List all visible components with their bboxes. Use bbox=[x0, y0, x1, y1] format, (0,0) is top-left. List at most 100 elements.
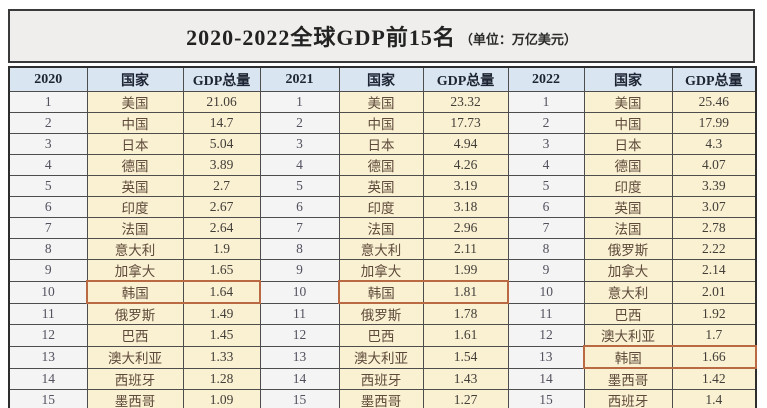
rank-cell-2022: 15 bbox=[507, 389, 585, 408]
gdp-cell-2021: 2.11 bbox=[422, 238, 509, 260]
rank-cell-2020: 6 bbox=[8, 196, 88, 218]
rank-cell-2021: 13 bbox=[259, 345, 340, 369]
rank-cell-2020: 2 bbox=[8, 112, 88, 134]
gdp-cell-2020: 14.7 bbox=[182, 112, 261, 134]
gdp-cell-2021: 17.73 bbox=[422, 112, 509, 134]
country-cell-2021: 法国 bbox=[338, 217, 424, 239]
country-cell-2020: 墨西哥 bbox=[86, 389, 184, 408]
gdp-cell-2021: 3.18 bbox=[422, 196, 509, 218]
header-year-2020: 2020 bbox=[8, 66, 88, 92]
gdp-cell-2020: 2.67 bbox=[182, 196, 261, 218]
country-cell-2022: 中国 bbox=[583, 112, 673, 134]
country-cell-2020: 法国 bbox=[86, 217, 184, 239]
gdp-cell-2020: 5.04 bbox=[182, 133, 261, 155]
gdp-cell-2021: 3.19 bbox=[422, 175, 509, 197]
rank-cell-2020: 1 bbox=[8, 91, 88, 113]
gdp-cell-2021: 4.94 bbox=[422, 133, 509, 155]
country-cell-2020: 意大利 bbox=[86, 238, 184, 260]
country-cell-2022: 俄罗斯 bbox=[583, 238, 673, 260]
table-row: 9 加拿大 1.65 9 加拿大 1.99 9 加拿大 2.14 bbox=[8, 259, 757, 282]
gdp-cell-2020: 1.09 bbox=[182, 389, 261, 408]
gdp-cell-2022: 17.99 bbox=[671, 112, 757, 134]
gdp-cell-2021: 23.32 bbox=[422, 91, 509, 113]
table-row: 10 韩国 1.64 10 韩国 1.81 10 意大利 2.01 bbox=[8, 280, 757, 304]
table-title-box: 2020-2022全球GDP前15名 （单位：万亿美元） bbox=[8, 9, 755, 63]
country-cell-2022: 西班牙 bbox=[583, 389, 673, 408]
table-title: 2020-2022全球GDP前15名 bbox=[186, 25, 456, 50]
gdp-cell-2022: 3.07 bbox=[671, 196, 757, 218]
table-row: 1 美国 21.06 1 美国 23.32 1 美国 25.46 bbox=[8, 91, 757, 113]
country-cell-2020: 英国 bbox=[86, 175, 184, 197]
country-cell-2020: 德国 bbox=[86, 154, 184, 176]
rank-cell-2022: 10 bbox=[507, 280, 585, 304]
country-cell-2020: 加拿大 bbox=[86, 259, 184, 282]
gdp-cell-2022: 3.39 bbox=[671, 175, 757, 197]
rank-cell-2022: 4 bbox=[507, 154, 585, 176]
rank-cell-2022: 11 bbox=[507, 302, 585, 325]
rank-cell-2022: 9 bbox=[507, 259, 585, 282]
rank-cell-2020: 10 bbox=[8, 280, 88, 304]
rank-cell-2020: 15 bbox=[8, 389, 88, 408]
table-row: 4 德国 3.89 4 德国 4.26 4 德国 4.07 bbox=[8, 154, 757, 176]
country-cell-2021: 巴西 bbox=[338, 324, 424, 347]
rank-cell-2020: 8 bbox=[8, 238, 88, 260]
rank-cell-2021: 10 bbox=[259, 280, 340, 304]
country-cell-2021: 中国 bbox=[338, 112, 424, 134]
country-cell-2020: 澳大利亚 bbox=[86, 345, 184, 369]
rank-cell-2022: 8 bbox=[507, 238, 585, 260]
gdp-cell-2020: 1.64 bbox=[182, 280, 261, 304]
table-unit-label: （单位：万亿美元） bbox=[459, 32, 577, 47]
country-cell-2021: 德国 bbox=[338, 154, 424, 176]
gdp-cell-2021: 1.27 bbox=[422, 389, 509, 408]
gdp-cell-2021: 1.78 bbox=[422, 302, 509, 325]
table-row: 11 俄罗斯 1.49 11 俄罗斯 1.78 11 巴西 1.92 bbox=[8, 302, 757, 325]
table-row: 8 意大利 1.9 8 意大利 2.11 8 俄罗斯 2.22 bbox=[8, 238, 757, 260]
gdp-cell-2020: 1.45 bbox=[182, 324, 261, 347]
rank-cell-2022: 14 bbox=[507, 367, 585, 390]
country-cell-2020: 俄罗斯 bbox=[86, 302, 184, 325]
rank-cell-2020: 4 bbox=[8, 154, 88, 176]
table-row: 15 墨西哥 1.09 15 墨西哥 1.27 15 西班牙 1.4 bbox=[8, 389, 757, 408]
gdp-cell-2021: 2.96 bbox=[422, 217, 509, 239]
gdp-cell-2022: 4.07 bbox=[671, 154, 757, 176]
country-cell-2021: 印度 bbox=[338, 196, 424, 218]
rank-cell-2021: 8 bbox=[259, 238, 340, 260]
table-row: 14 西班牙 1.28 14 西班牙 1.43 14 墨西哥 1.42 bbox=[8, 367, 757, 390]
rank-cell-2021: 11 bbox=[259, 302, 340, 325]
header-country-2020: 国家 bbox=[86, 66, 184, 92]
gdp-cell-2022: 2.14 bbox=[671, 259, 757, 282]
country-cell-2021: 美国 bbox=[338, 91, 424, 113]
rank-cell-2020: 3 bbox=[8, 133, 88, 155]
table-row: 3 日本 5.04 3 日本 4.94 3 日本 4.3 bbox=[8, 133, 757, 155]
gdp-cell-2020: 1.28 bbox=[182, 367, 261, 390]
rank-cell-2021: 5 bbox=[259, 175, 340, 197]
rank-cell-2022: 2 bbox=[507, 112, 585, 134]
gdp-cell-2020: 2.64 bbox=[182, 217, 261, 239]
gdp-cell-2022: 25.46 bbox=[671, 91, 757, 113]
country-cell-2021: 日本 bbox=[338, 133, 424, 155]
header-country-2022: 国家 bbox=[583, 66, 673, 92]
country-cell-2022: 印度 bbox=[583, 175, 673, 197]
country-cell-2021: 俄罗斯 bbox=[338, 302, 424, 325]
country-cell-2022: 德国 bbox=[583, 154, 673, 176]
header-year-2021: 2021 bbox=[259, 66, 340, 92]
table-row: 5 英国 2.7 5 英国 3.19 5 印度 3.39 bbox=[8, 175, 757, 197]
rank-cell-2021: 15 bbox=[259, 389, 340, 408]
gdp-cell-2022: 4.3 bbox=[671, 133, 757, 155]
gdp-cell-2022: 1.92 bbox=[671, 302, 757, 325]
rank-cell-2020: 14 bbox=[8, 367, 88, 390]
rank-cell-2022: 12 bbox=[507, 324, 585, 347]
rank-cell-2020: 7 bbox=[8, 217, 88, 239]
gdp-cell-2021: 1.54 bbox=[422, 345, 509, 369]
rank-cell-2020: 11 bbox=[8, 302, 88, 325]
rank-cell-2022: 5 bbox=[507, 175, 585, 197]
country-cell-2021: 意大利 bbox=[338, 238, 424, 260]
country-cell-2020: 韩国 bbox=[86, 280, 184, 304]
country-cell-2022: 法国 bbox=[583, 217, 673, 239]
rank-cell-2020: 13 bbox=[8, 345, 88, 369]
rank-cell-2020: 12 bbox=[8, 324, 88, 347]
gdp-cell-2022: 1.7 bbox=[671, 324, 757, 347]
header-row: 2020 国家 GDP总量 2021 国家 GDP总量 2022 国家 GDP总… bbox=[8, 66, 757, 92]
gdp-cell-2021: 1.61 bbox=[422, 324, 509, 347]
